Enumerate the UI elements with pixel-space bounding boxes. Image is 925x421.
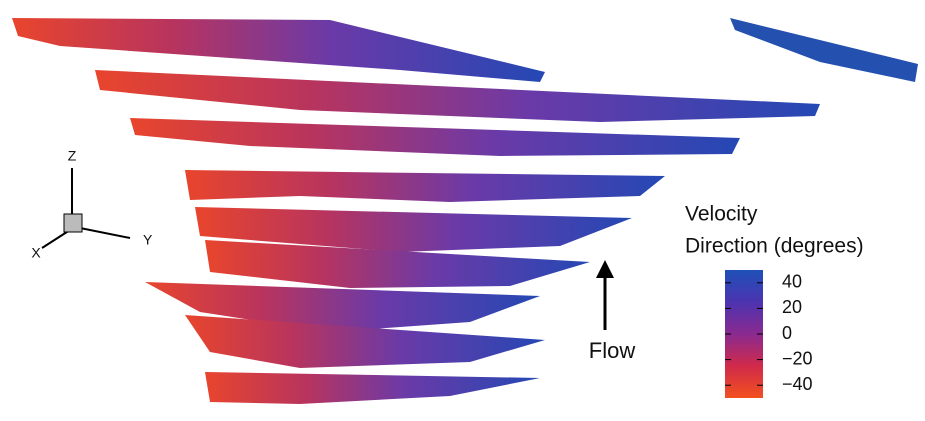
slices bbox=[12, 18, 918, 404]
triad-cube bbox=[64, 214, 82, 232]
colorbar-title: Direction (degrees) bbox=[685, 235, 864, 258]
colorbar-tick-label: 0 bbox=[782, 323, 792, 343]
x-label: X bbox=[31, 245, 41, 261]
figure: Z Y X Flow Velocity Direction (degrees) … bbox=[0, 0, 925, 421]
colorbar-title: Velocity bbox=[685, 203, 758, 226]
slice bbox=[730, 18, 918, 82]
flow-label: Flow bbox=[589, 338, 636, 363]
slice bbox=[95, 70, 820, 122]
x-axis bbox=[42, 230, 70, 248]
slice bbox=[12, 18, 545, 82]
colorbar-tick-label: 40 bbox=[782, 272, 802, 292]
z-label: Z bbox=[68, 148, 77, 164]
y-label: Y bbox=[143, 232, 153, 248]
axis-triad bbox=[42, 168, 130, 248]
colorbar-tick-label: −20 bbox=[782, 348, 813, 368]
colorbar-tick-label: −40 bbox=[782, 374, 813, 394]
slice bbox=[205, 372, 540, 404]
slice bbox=[185, 170, 665, 202]
slice bbox=[130, 118, 740, 156]
y-axis bbox=[80, 228, 130, 238]
colorbar-tick-label: 20 bbox=[782, 297, 802, 317]
flow-arrow bbox=[596, 260, 614, 330]
